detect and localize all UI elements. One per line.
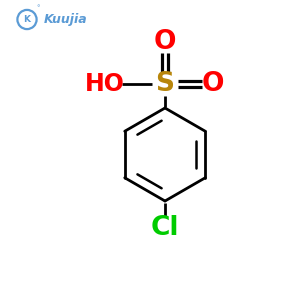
Text: O: O [154,29,176,55]
Text: Kuujia: Kuujia [44,13,88,26]
Text: K: K [23,15,31,24]
Text: °: ° [36,5,40,11]
Text: Cl: Cl [151,215,179,241]
Text: O: O [202,71,224,97]
Text: HO: HO [85,72,125,96]
Text: S: S [155,71,175,97]
